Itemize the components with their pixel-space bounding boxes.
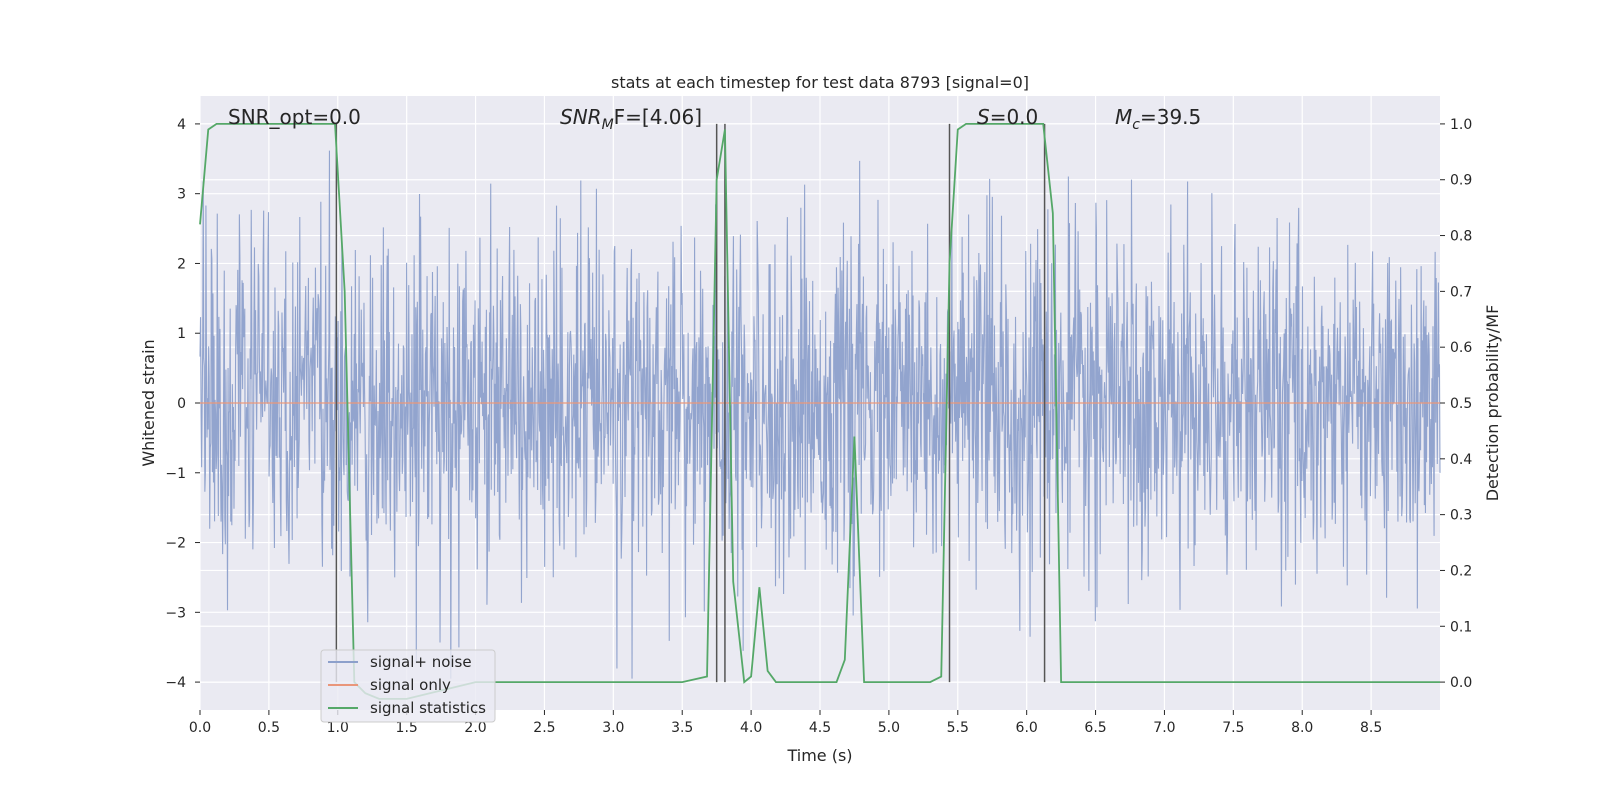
y-tick-label: −2 — [165, 536, 186, 552]
y-tick-label: −3 — [165, 605, 186, 621]
y-tick-label: 0 — [177, 396, 186, 412]
x-tick-label: 5.5 — [947, 720, 969, 736]
x-tick-label: 0.0 — [189, 720, 211, 736]
noise-series — [199, 150, 1441, 679]
annotation-snr-mf-base: SNR — [560, 105, 602, 129]
annotation-mc-base: M — [1115, 105, 1132, 129]
x-tick-label: 0.5 — [258, 720, 280, 736]
legend-label-signal-only: signal only — [370, 676, 451, 694]
x-tick-label: 4.0 — [740, 720, 762, 736]
chart-title: stats at each timestep for test data 879… — [611, 73, 1029, 92]
y2-axis-label: Detection probability/MF — [1483, 305, 1502, 502]
y-tick-label: 1 — [177, 326, 186, 342]
x-tick-label: 7.0 — [1153, 720, 1175, 736]
legend-label-statistics: signal statistics — [370, 699, 486, 717]
right-axis-ticks: 1.0 0.9 0.8 0.7 0.6 0.5 0.4 0.3 0.2 0.1 0.0 — [1440, 117, 1472, 691]
x-tick-label: 2.5 — [533, 720, 555, 736]
annotation-snr-opt: SNR_opt=0.0 — [228, 105, 361, 129]
y2-tick-label: 0.2 — [1450, 563, 1472, 579]
x-tick-label: 6.0 — [1016, 720, 1038, 736]
legend-label-noise: signal+ noise — [370, 653, 472, 671]
x-axis-ticks: 0.0 0.5 1.0 1.5 2.0 2.5 3.0 3.5 4.0 4.5 5.0 5.5 6.0 6… — [189, 710, 1382, 736]
x-tick-label: 1.0 — [327, 720, 349, 736]
y2-tick-label: 0.4 — [1450, 452, 1472, 468]
x-tick-label: 1.5 — [396, 720, 418, 736]
y-tick-label: −4 — [165, 675, 186, 691]
left-axis-ticks: 4 3 2 1 0 −1 −2 −3 −4 — [165, 117, 200, 691]
y2-tick-label: 0.1 — [1450, 619, 1472, 635]
legend-box — [320, 649, 496, 723]
noise-line — [199, 150, 1441, 679]
x-tick-label: 3.0 — [602, 720, 624, 736]
annotation-s-value: =0.0 — [990, 105, 1039, 129]
annotation-s: S=0.0 — [977, 105, 1038, 129]
x-tick-label: 4.5 — [809, 720, 831, 736]
x-tick-label: 3.5 — [671, 720, 693, 736]
x-tick-label: 7.5 — [1222, 720, 1244, 736]
y-tick-label: −1 — [165, 466, 186, 482]
y-tick-label: 2 — [177, 256, 186, 272]
y2-tick-label: 0.6 — [1450, 340, 1472, 356]
y2-tick-label: 0.9 — [1450, 173, 1472, 189]
legend: signal+ noise signal only signal statist… — [320, 649, 496, 723]
y2-tick-label: 0.3 — [1450, 508, 1472, 524]
annotation-mc-value: =39.5 — [1140, 105, 1201, 129]
annotation-snr-mf-rest: F=[4.06] — [614, 105, 702, 129]
y2-tick-label: 1.0 — [1450, 117, 1472, 133]
y2-tick-label: 0.8 — [1450, 229, 1472, 245]
x-axis-label: Time (s) — [786, 746, 852, 765]
y-tick-label: 4 — [177, 117, 186, 133]
y2-tick-label: 0.5 — [1450, 396, 1472, 412]
x-tick-label: 8.0 — [1291, 720, 1313, 736]
y-axis-label: Whitened strain — [139, 339, 158, 466]
x-tick-label: 6.5 — [1084, 720, 1106, 736]
x-tick-label: 2.0 — [464, 720, 486, 736]
x-tick-label: 5.0 — [878, 720, 900, 736]
statistics-line — [199, 123, 1440, 700]
y2-tick-label: 0.0 — [1450, 675, 1472, 691]
annotation-mc: Mc=39.5 — [1115, 105, 1201, 133]
y2-tick-label: 0.7 — [1450, 284, 1472, 300]
annotation-s-label: S — [977, 105, 990, 129]
y-tick-label: 3 — [177, 187, 186, 203]
statistics-series — [199, 123, 1440, 700]
annotation-mc-sub: c — [1132, 117, 1140, 133]
vertical-markers — [335, 123, 1046, 683]
annotation-snr-mf: SNRMF=[4.06] — [560, 105, 702, 133]
annotation-snr-mf-sub: M — [602, 117, 614, 133]
x-tick-label: 8.5 — [1360, 720, 1382, 736]
